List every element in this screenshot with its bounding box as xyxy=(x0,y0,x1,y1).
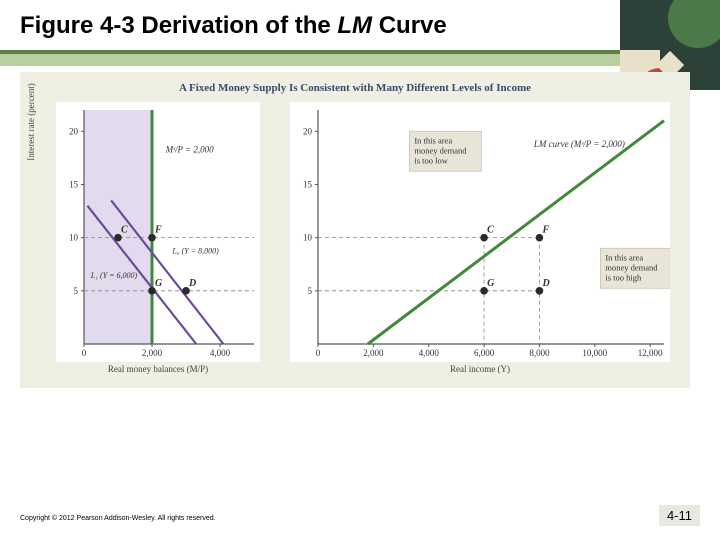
svg-text:2,000: 2,000 xyxy=(363,348,384,358)
svg-text:2,000: 2,000 xyxy=(142,348,163,358)
left-chart: 5 10 15 20 0 2,000 4,000 C F G D Mˢ/P = 2,000 L₁ (Y … xyxy=(56,102,260,362)
svg-text:L₁ (Y = 6,000): L₁ (Y = 6,000) xyxy=(90,271,138,280)
page-title: Figure 4-3 Derivation of the LM Curve xyxy=(20,12,700,40)
svg-text:G: G xyxy=(487,278,495,289)
right-chart-wrap: 5 10 15 20 0 2,000 4,000 6,000 8,000 10,000 12,000… xyxy=(290,102,670,374)
svg-text:is too high: is too high xyxy=(605,272,642,282)
y-axis-label: Interest rate (percent) xyxy=(26,52,36,192)
svg-text:money demand: money demand xyxy=(414,145,467,155)
figure-caption: A Fixed Money Supply Is Consistent with … xyxy=(20,78,690,102)
figure-panel: A Fixed Money Supply Is Consistent with … xyxy=(20,72,690,388)
left-x-label: Real money balances (M/P) xyxy=(56,362,260,374)
svg-text:10: 10 xyxy=(69,233,79,243)
svg-text:LM curve (Mˢ/P = 2,000): LM curve (Mˢ/P = 2,000) xyxy=(533,139,625,149)
svg-text:10,000: 10,000 xyxy=(582,348,607,358)
svg-text:L₀ (Y = 8,000): L₀ (Y = 8,000) xyxy=(171,247,219,256)
svg-text:15: 15 xyxy=(69,179,79,189)
svg-text:4,000: 4,000 xyxy=(210,348,231,358)
figure-number: Figure 4-3 xyxy=(20,12,135,39)
svg-text:15: 15 xyxy=(303,179,313,189)
svg-text:In this area: In this area xyxy=(605,252,643,262)
svg-text:0: 0 xyxy=(316,348,321,358)
svg-text:is too low: is too low xyxy=(414,155,448,165)
svg-text:5: 5 xyxy=(308,286,313,296)
separator-light xyxy=(0,54,720,66)
svg-text:G: G xyxy=(155,278,163,289)
left-chart-wrap: 5 10 15 20 0 2,000 4,000 C F G D Mˢ/P = 2,000 L₁ (Y … xyxy=(56,102,260,374)
svg-text:In this area: In this area xyxy=(414,135,452,145)
svg-text:C: C xyxy=(121,225,128,236)
svg-text:F: F xyxy=(154,225,162,236)
svg-text:F: F xyxy=(541,225,549,236)
right-chart: 5 10 15 20 0 2,000 4,000 6,000 8,000 10,000 12,000… xyxy=(290,102,670,362)
svg-text:C: C xyxy=(487,225,494,236)
svg-text:D: D xyxy=(541,278,549,289)
svg-text:20: 20 xyxy=(69,126,79,136)
svg-text:Mˢ/P = 2,000: Mˢ/P = 2,000 xyxy=(165,145,215,155)
copyright-text: Copyright © 2012 Pearson Addison-Wesley.… xyxy=(20,515,216,522)
right-x-label: Real income (Y) xyxy=(290,362,670,374)
svg-text:money demand: money demand xyxy=(605,262,658,272)
svg-text:10: 10 xyxy=(303,233,313,243)
svg-text:12,000: 12,000 xyxy=(638,348,663,358)
svg-text:4,000: 4,000 xyxy=(419,348,440,358)
svg-text:6,000: 6,000 xyxy=(474,348,495,358)
page-number: 4-11 xyxy=(659,505,700,526)
svg-text:0: 0 xyxy=(82,348,87,358)
svg-text:5: 5 xyxy=(74,286,79,296)
svg-text:D: D xyxy=(188,278,196,289)
svg-text:8,000: 8,000 xyxy=(529,348,550,358)
title-block: Figure 4-3 Derivation of the LM Curve xyxy=(0,0,720,44)
svg-text:20: 20 xyxy=(303,126,313,136)
